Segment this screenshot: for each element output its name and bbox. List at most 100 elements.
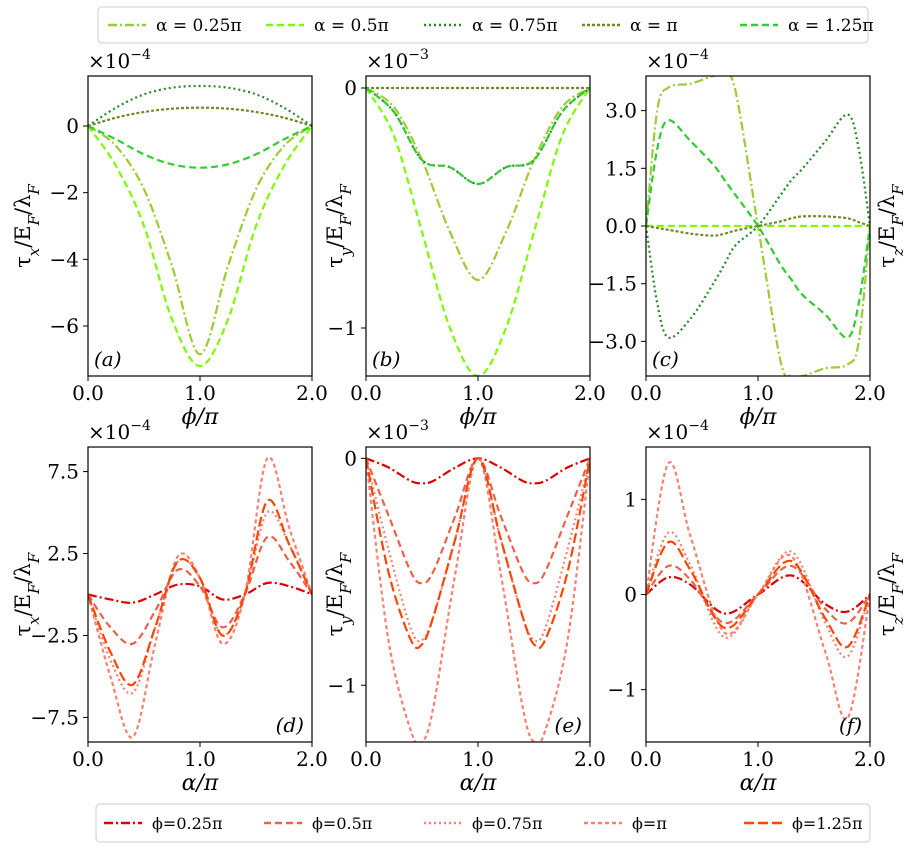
axis-multiplier: ×10−3 — [366, 47, 429, 73]
series-line-f-4 — [646, 461, 870, 721]
legend-label: α = 0.5π — [314, 16, 389, 36]
y-tick-label: 0 — [624, 583, 637, 607]
x-tick-label: 1.0 — [742, 381, 774, 405]
legend-top: α = 0.25π α = 0.5π α = 0.75π α = π α = 1.25π — [97, 6, 874, 44]
x-tick-label: 0.0 — [630, 381, 662, 405]
x-tick-label: 0.0 — [72, 747, 104, 771]
legend-frame — [97, 6, 869, 44]
x-tick-label: 1.0 — [462, 747, 494, 771]
y-axis-label: τz/EF/λF — [875, 552, 907, 636]
x-tick-label: 0.0 — [630, 747, 662, 771]
legend-item: α = π — [582, 16, 678, 36]
y-axis-label: τz/EF/λF — [875, 184, 907, 268]
legend-bottom: ϕ=0.25π ϕ=0.5π ϕ=0.75π ϕ=π ϕ=1.25π — [95, 803, 871, 843]
x-tick-label: 2.0 — [574, 381, 606, 405]
panel-label: (f) — [839, 713, 862, 737]
series-line-f-2 — [646, 564, 870, 625]
panel-label: (b) — [372, 347, 400, 371]
y-tick-label: 1.5 — [605, 156, 637, 180]
series-line-b-2 — [366, 87, 590, 376]
panel-label: (d) — [276, 713, 304, 737]
y-tick-label: −1.5 — [588, 272, 637, 296]
legend-item: α = 0.5π — [266, 16, 389, 36]
x-axis-label: ϕ/π — [460, 405, 497, 430]
legend-item: ϕ=0.25π — [104, 814, 222, 833]
legend-label: ϕ=0.5π — [312, 814, 372, 833]
series-group — [646, 461, 870, 721]
y-tick-label: 0 — [344, 76, 357, 100]
x-tick-label: 1.0 — [742, 747, 774, 771]
legend-item: ϕ=0.5π — [264, 814, 372, 833]
x-tick-label: 0.0 — [72, 381, 104, 405]
legend-frame — [95, 803, 871, 843]
y-tick-label: −1 — [608, 678, 637, 702]
y-tick-label: 3.0 — [605, 99, 637, 123]
series-line-b-5 — [366, 87, 590, 186]
y-tick-label: −1 — [328, 316, 357, 340]
x-tick-label: 1.0 — [462, 381, 494, 405]
legend-item: ϕ=1.25π — [744, 814, 862, 833]
legend-label: α = 0.25π — [156, 16, 242, 36]
axis-multiplier: ×10−4 — [646, 418, 709, 444]
legend-item: α = 0.25π — [108, 16, 242, 36]
axis-multiplier: ×10−4 — [646, 47, 709, 73]
legend-label: ϕ=1.25π — [792, 814, 862, 833]
legend-label: ϕ=0.25π — [152, 814, 222, 833]
x-axis-label: α/π — [740, 771, 777, 796]
y-tick-label: −1 — [328, 673, 357, 697]
panel-c: 0.0 1.0 2.0 3.0 1.5 0.0 −1.5 −3.0 ×10−4 ϕ/π τz/EF/… — [588, 47, 907, 430]
axes-frame — [87, 75, 313, 377]
series-line-c-3 — [646, 113, 870, 339]
x-axis-label: ϕ/π — [182, 405, 219, 430]
series-line-d-4 — [88, 456, 312, 739]
series-line-e-5 — [366, 457, 590, 650]
x-tick-label: 0.0 — [350, 381, 382, 405]
axis-multiplier: ×10−4 — [88, 47, 151, 73]
y-tick-label: 2.5 — [47, 542, 79, 566]
legend-item: α = 1.25π — [740, 16, 874, 36]
y-tick-label: −4 — [50, 247, 79, 271]
series-group — [366, 457, 590, 742]
panel-e: 0.0 1.0 2.0 0 −1 ×10−3 α/π τy/EF/λF (e) — [323, 418, 606, 796]
x-tick-label: 2.0 — [296, 381, 328, 405]
panel-label: (a) — [94, 347, 122, 371]
legend-item: ϕ=0.75π — [424, 814, 542, 833]
series-group — [88, 84, 312, 368]
x-tick-label: 2.0 — [854, 381, 886, 405]
legend-label: α = 0.75π — [472, 16, 558, 36]
series-line-e-1 — [366, 457, 590, 485]
y-tick-label: 0 — [344, 446, 357, 470]
legend-item: α = 0.75π — [424, 16, 558, 36]
series-line-a-5 — [88, 125, 312, 169]
series-group — [646, 76, 870, 376]
y-tick-label: −2.5 — [30, 623, 79, 647]
legend-label: α = π — [630, 16, 678, 36]
series-line-a-4 — [88, 106, 312, 128]
series-line-b-1 — [366, 87, 590, 282]
y-tick-label: −7.5 — [30, 705, 79, 729]
y-tick-label: 7.5 — [47, 460, 79, 484]
panel-d: 0.0 1.0 2.0 7.5 2.5 −2.5 −7.5 ×10−4 α/π τx/EF/λF (… — [11, 418, 328, 796]
panel-a: 0.0 1.0 2.0 0 −2 −4 −6 ×10−4 ϕ/π τx/EF/λF (a) — [11, 47, 328, 430]
series-line-e-2 — [366, 457, 590, 585]
panels: 0.0 1.0 2.0 0 −2 −4 −6 ×10−4 ϕ/π τx/EF/λF (a) 0.0 1.… — [11, 47, 907, 796]
series-line-b-3 — [366, 87, 590, 186]
series-line-d-5 — [88, 498, 312, 687]
legend-item: ϕ=π — [584, 814, 667, 833]
axes-frame — [87, 446, 313, 743]
series-group — [366, 86, 590, 376]
x-tick-label: 1.0 — [184, 381, 216, 405]
series-line-a-2 — [88, 125, 312, 368]
series-line-d-2 — [88, 535, 312, 646]
y-tick-label: 0 — [66, 114, 79, 138]
legend-label: α = 1.25π — [788, 16, 874, 36]
y-axis-label: τx/EF/λF — [11, 184, 43, 268]
x-tick-label: 0.0 — [350, 747, 382, 771]
panel-f: 0.0 1.0 2.0 1 0 −1 ×10−4 α/π τz/EF/λF (f) — [608, 418, 907, 796]
x-tick-label: 2.0 — [854, 747, 886, 771]
axis-multiplier: ×10−3 — [366, 418, 429, 444]
legend-label: ϕ=π — [632, 814, 667, 833]
y-tick-label: −3.0 — [588, 329, 637, 353]
y-axis-label: τy/EF/λF — [323, 552, 355, 636]
